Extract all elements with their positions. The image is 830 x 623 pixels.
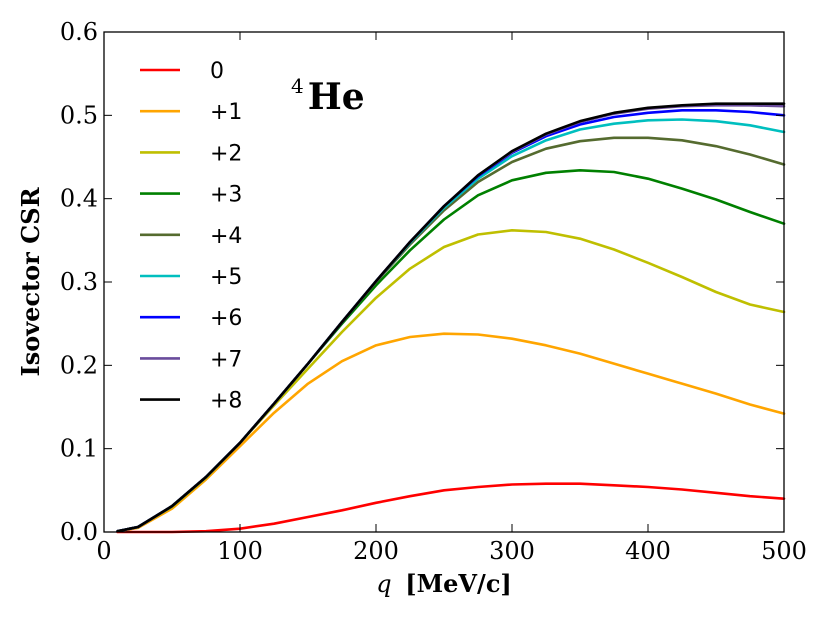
x-axis-title: q [MeV/c] bbox=[376, 569, 512, 598]
legend-label-6: +6 bbox=[210, 306, 242, 331]
legend-label-5: +5 bbox=[210, 265, 242, 290]
y-tick-label-6: 0.6 bbox=[60, 18, 98, 46]
y-tick-label-0: 0.0 bbox=[60, 518, 98, 546]
x-axis-unit: [MeV/c] bbox=[405, 569, 512, 598]
x-tick-label-5: 500 bbox=[761, 537, 807, 565]
legend-label-2: +2 bbox=[210, 141, 242, 166]
x-tick-label-2: 200 bbox=[353, 537, 399, 565]
legend-label-0: 0 bbox=[210, 59, 224, 84]
legend-label-8: +8 bbox=[210, 389, 242, 414]
series-line-0 bbox=[116, 482, 786, 534]
series-line-8 bbox=[116, 102, 786, 533]
x-axis-variable: q bbox=[376, 570, 391, 598]
legend-label-7: +7 bbox=[210, 347, 242, 372]
y-tick-label-2: 0.2 bbox=[60, 351, 98, 379]
legend: 0 +1 +2 +3 +4 +5 +6 +7 +8 bbox=[140, 59, 242, 414]
x-tick-label-0: 0 bbox=[96, 537, 111, 565]
x-tick-label-4: 400 bbox=[625, 537, 671, 565]
y-tick-label-5: 0.5 bbox=[60, 101, 98, 129]
series-line-1 bbox=[116, 332, 786, 533]
x-tick-label-3: 300 bbox=[489, 537, 535, 565]
legend-label-4: +4 bbox=[210, 224, 242, 249]
y-tick-label-4: 0.4 bbox=[60, 185, 98, 213]
y-tick-label-1: 0.1 bbox=[60, 435, 98, 463]
annotation-label: 4 He bbox=[291, 74, 365, 118]
y-tick-label-3: 0.3 bbox=[60, 268, 98, 296]
y-axis-title: Isovector CSR bbox=[16, 186, 45, 376]
annotation-superscript: 4 bbox=[291, 74, 304, 98]
x-tick-label-1: 100 bbox=[217, 537, 263, 565]
legend-label-1: +1 bbox=[210, 100, 242, 125]
series-layer bbox=[116, 102, 786, 534]
ticks-layer: 0 100 200 300 400 500 0.0 0.1 0.2 0.3 0.4 0.5 0.6 bbox=[60, 18, 807, 565]
legend-label-3: +3 bbox=[210, 183, 242, 208]
annotation-text: He bbox=[308, 76, 365, 118]
